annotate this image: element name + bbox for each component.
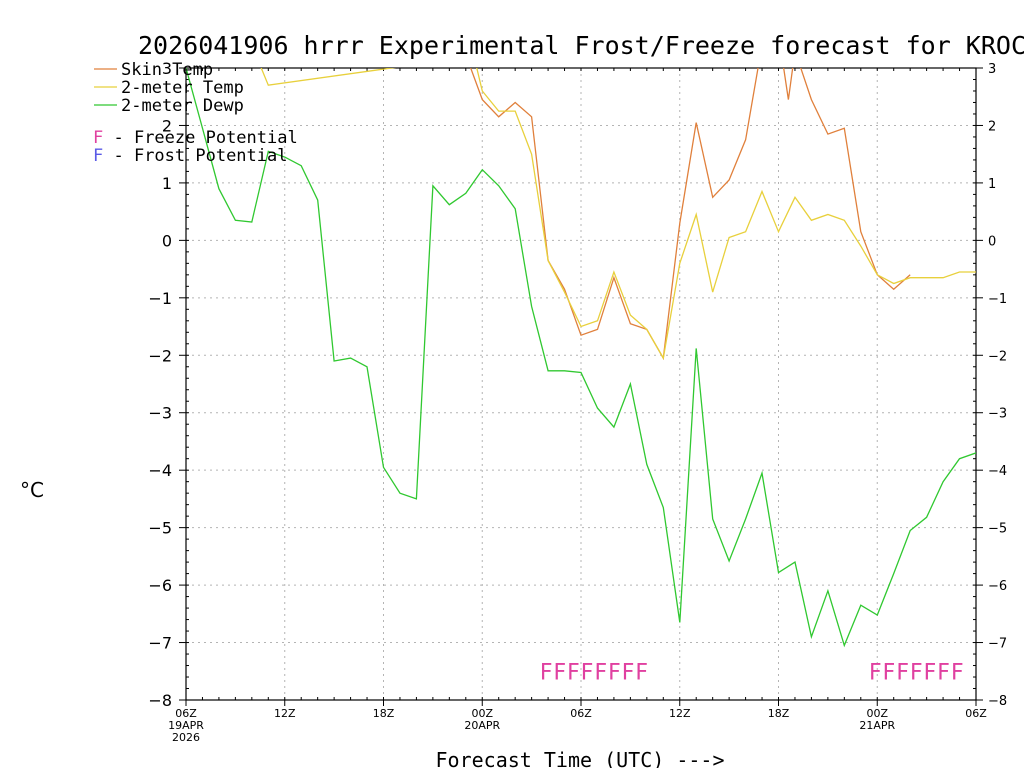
grid [186,68,976,700]
axes: 3 3 2 2 1 1 0 0 −1 −1 −2 −2 −3 −3 −4 −4 −5 −5 −6 −6 −7 −7 −8 −8… [148,59,1007,744]
y-tick-label-left: −7 [148,634,172,653]
x-tick-label: 06Z [965,707,987,720]
y-tick-label-right: −7 [988,637,1007,652]
x-tick-label: 12Z [274,707,296,720]
x-tick-label: 06Z [175,707,197,720]
y-tick-label-left: 3 [162,59,172,78]
potential-legend-text: - Freeze Potential [103,128,297,148]
y-tick-label-left: −8 [148,691,172,710]
series-lines [186,68,976,648]
x-tick-label: 18Z [768,707,790,720]
y-tick-label-left: 1 [162,174,172,193]
legend-label: Skin Temp [121,60,213,80]
legend-label: 2-meter Temp [121,78,244,98]
y-tick-label-right: −6 [988,579,1007,594]
y-tick-label-right: 3 [988,62,996,77]
y-tick-label-right: −5 [988,522,1007,537]
potential-legend-item: F - Freeze Potential [93,128,298,148]
y-tick-label-left: −5 [148,519,172,538]
potential-legend-text: - Frost Potential [103,146,287,166]
freeze-flags: FFFFFFFF FFFFFFF [540,660,965,685]
y-tick-label-right: −2 [988,349,1007,364]
y-tick-label-right: 1 [988,177,996,192]
chart-title: 2026041906 hrrr Experimental Frost/Freez… [138,31,1024,60]
y-tick-label-right: 0 [988,234,996,249]
freeze-flag-label: FFFFFFFF [540,660,649,685]
y-tick-label-left: −4 [148,461,172,480]
x-tick-label: 2026 [172,731,200,744]
x-tick-label: 00Z [471,707,493,720]
potential-legend-symbol: F [93,128,103,148]
x-axis-label: Forecast Time (UTC) ---> [436,748,725,768]
y-tick-label-right: −8 [988,694,1007,709]
series-line-2-meter-dewp [186,68,976,648]
y-tick-label-right: 2 [988,119,996,134]
freeze-flag-label: FFFFFFF [869,660,965,685]
x-tick-label: 06Z [570,707,592,720]
series-line-2-meter-temp [260,68,976,360]
y-tick-label-left: 0 [162,231,172,250]
y-tick-label-left: −2 [148,346,172,365]
y-tick-label-left: 2 [162,116,172,135]
series-line-skin-temp [470,68,911,361]
plot-frame [185,67,977,701]
legend-label: 2-meter Dewp [121,96,244,116]
potential-legend-symbol: F [93,146,103,166]
y-axis-label: °C [20,478,44,502]
y-tick-label-left: −1 [148,289,172,308]
x-tick-label: 00Z [866,707,888,720]
y-tick-label-left: −6 [148,576,172,595]
y-tick-label-left: −3 [148,404,172,423]
y-tick-label-right: −4 [988,464,1007,479]
x-tick-label: 19APR [168,719,204,732]
x-tick-label: 12Z [669,707,691,720]
y-tick-label-right: −3 [988,407,1007,422]
x-tick-label: 18Z [373,707,395,720]
y-tick-label-right: −1 [988,292,1007,307]
potential-legend-item: F - Frost Potential [93,146,287,166]
x-tick-label: 21APR [859,719,895,732]
x-tick-label: 20APR [464,719,500,732]
